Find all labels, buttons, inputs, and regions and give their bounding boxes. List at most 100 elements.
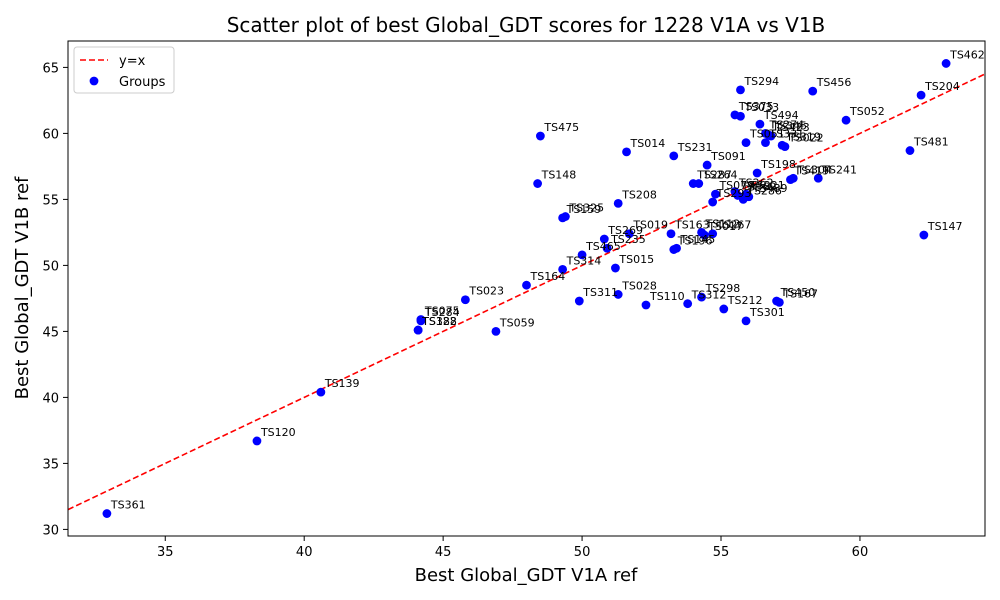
point-label-ts051: TS051 [749,128,785,141]
point-label-ts159: TS159 [566,203,602,216]
x-tick-label: 45 [435,545,452,560]
data-point-ts051 [741,138,751,148]
y-tick-label: 50 [42,259,59,274]
point-label-ts196: TS196 [677,235,713,248]
point-label-ts465: TS465 [585,240,621,253]
data-point-ts462 [941,59,951,68]
point-label-ts023: TS023 [468,285,504,298]
data-point-ts331 [761,138,770,148]
point-label-ts015: TS015 [618,253,654,266]
data-point-ts241 [813,173,823,183]
point-label-ts311: TS311 [582,286,618,299]
data-point-ts361 [102,509,112,518]
x-tick-label: 60 [852,545,869,560]
point-label-ts462: TS462 [949,48,985,61]
data-point-ts388 [413,325,423,335]
point-label-ts022: TS022 [788,132,824,145]
point-label-ts075: TS075 [424,305,460,318]
point-label-ts361: TS361 [110,499,146,512]
legend-marker-swatch [89,76,99,86]
data-point-ts311 [574,296,584,306]
data-point-ts494 [755,119,765,129]
y-tick-label: 65 [42,61,59,76]
point-label-ts212: TS212 [727,294,763,307]
point-label-ts198: TS198 [760,158,796,171]
data-point-ts423 [766,131,776,141]
x-tick-label: 55 [713,545,730,560]
point-label-ts110: TS110 [649,290,685,303]
data-point-ts293 [708,197,718,207]
data-point-ts028 [613,290,623,299]
data-point-ts269 [599,234,609,244]
reference-line-y-equals-x [68,73,985,511]
point-label-ts494: TS494 [763,109,799,122]
y-axis-label: Best Global_GDT V1B ref [12,176,33,399]
data-point-ts120 [252,436,262,446]
y-tick-label: 35 [42,457,59,472]
data-point-ts163 [666,229,676,239]
point-label-ts419: TS419 [793,165,829,178]
point-label-ts287: TS287 [696,169,732,182]
data-point-ts481 [905,146,915,155]
point-label-ts221: TS221 [749,179,785,192]
point-label-ts139: TS139 [324,377,360,390]
point-label-ts262: TS262 [738,176,774,189]
point-label-ts319: TS319 [785,130,821,143]
data-point-ts212 [719,304,729,314]
point-label-ts301: TS301 [749,306,785,319]
point-label-ts033: TS033 [743,101,779,114]
data-point-ts014 [622,147,631,157]
x-tick-label: 50 [574,545,591,560]
data-point-ts110 [641,300,651,310]
point-label-ts314: TS314 [566,254,602,267]
chart-title: Scatter plot of best Global_GDT scores f… [227,13,826,37]
data-point-ts314 [558,264,568,274]
legend: y=x Groups [73,46,175,94]
data-point-ts139 [316,387,326,397]
legend-label: Groups [119,75,166,90]
data-point-ts208 [613,198,623,208]
point-label-ts331: TS331 [768,128,804,141]
point-label-ts286: TS286 [746,184,782,197]
point-label-ts375: TS375 [738,100,774,113]
y-tick-label: 60 [42,127,59,142]
point-label-ts231: TS231 [677,141,713,154]
point-label-ts167: TS167 [782,287,818,300]
data-point-ts312 [683,299,693,309]
point-label-ts147: TS147 [927,220,963,233]
data-point-ts079 [711,189,720,199]
data-point-ts456 [808,86,818,96]
data-point-ts015 [611,263,620,273]
data-point-ts204 [916,90,926,100]
point-label-ts148: TS148 [541,169,577,182]
point-label-ts017: TS017 [707,220,743,233]
point-label-ts267: TS267 [716,219,752,232]
point-label-ts369: TS369 [741,180,777,193]
point-label-ts122: TS122 [421,315,457,328]
point-label-ts163: TS163 [674,219,710,232]
data-point-ts023 [460,295,470,305]
legend-label: y=x [119,54,146,69]
data-point-ts075 [416,315,426,324]
data-point-ts091 [702,160,712,170]
point-label-ts450: TS450 [780,286,816,299]
point-label-ts052: TS052 [849,105,885,118]
point-label-ts019: TS019 [632,219,668,232]
data-point-ts450 [772,296,781,306]
point-label-ts456: TS456 [816,76,852,89]
point-label-ts112: TS112 [705,217,741,230]
data-point-ts198 [752,168,762,178]
point-label-ts028: TS028 [621,279,657,292]
point-label-ts325: TS325 [568,202,604,215]
data-point-ts294 [736,85,745,95]
point-label-ts120: TS120 [260,426,296,439]
point-label-ts298: TS298 [705,282,741,295]
point-label-ts423: TS423 [774,121,810,134]
data-point-ts052 [841,115,851,125]
data-point-ts059 [491,327,501,336]
y-tick-label: 30 [42,523,59,538]
point-label-ts241: TS241 [821,163,857,176]
data-point-ts301 [741,316,751,326]
data-point-ts019 [624,229,634,239]
point-label-ts091: TS091 [710,150,746,163]
